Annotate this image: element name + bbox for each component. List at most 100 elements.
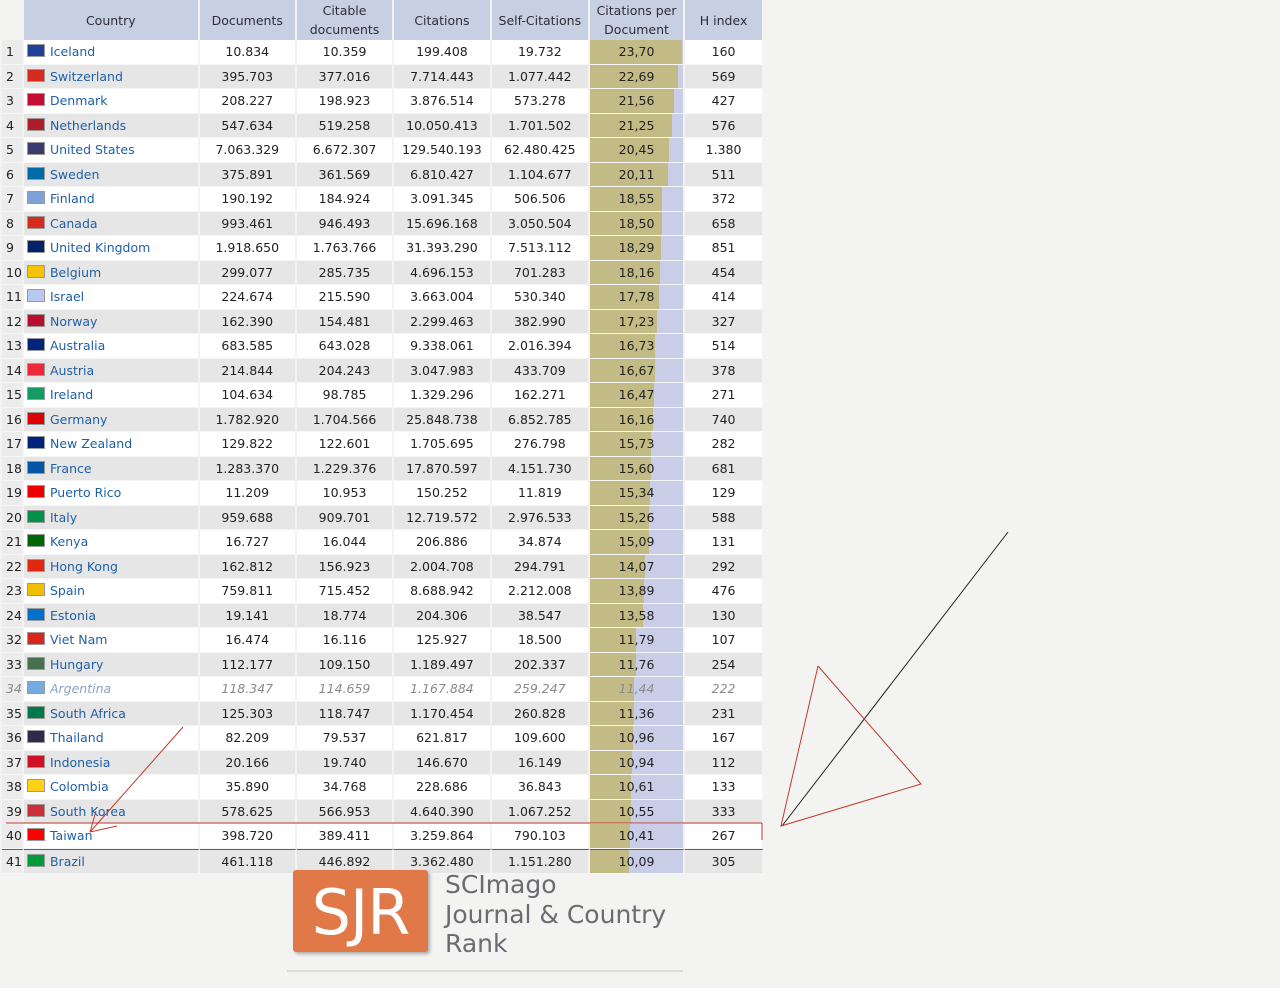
country-link[interactable]: Finland — [49, 191, 95, 207]
citations-cell: 10.050.413 — [394, 113, 492, 138]
country-link[interactable]: South Korea — [49, 803, 126, 819]
right-arrow-head-triangle — [780, 665, 922, 827]
country-link[interactable]: Brazil — [49, 853, 85, 869]
self-citations-header[interactable]: Self-Citations — [491, 0, 590, 40]
country-link[interactable]: France — [49, 460, 92, 476]
documents-header[interactable]: Documents — [199, 0, 297, 40]
country-link[interactable]: Viet Nam — [49, 632, 108, 648]
country-link[interactable]: New Zealand — [49, 436, 133, 452]
h-index-cell: 427 — [685, 89, 764, 114]
table-row: 9 United Kingdom 1.918.650 1.763.766 31.393.… — [2, 236, 764, 261]
country-flag-icon — [26, 264, 45, 278]
self-citations-cell: 506.506 — [491, 187, 590, 212]
country-link[interactable]: South Africa — [49, 705, 126, 721]
country-link[interactable]: Denmark — [49, 93, 108, 109]
citable-documents-cell: 114.659 — [296, 677, 395, 702]
citations-cell: 125.927 — [394, 628, 492, 653]
country-link[interactable]: United States — [49, 142, 135, 158]
citable-documents-cell: 98.785 — [296, 383, 395, 408]
country-link[interactable]: Iceland — [49, 44, 96, 60]
country-link[interactable]: Hong Kong — [49, 558, 118, 574]
h-index-cell: 130 — [685, 603, 764, 628]
country-link[interactable]: Argentina — [49, 681, 112, 697]
citable-documents-header[interactable]: Citable documents — [296, 0, 395, 40]
rank-cell: 20 — [2, 505, 24, 530]
self-citations-cell: 276.798 — [491, 432, 590, 457]
citable-documents-cell: 34.768 — [296, 775, 395, 800]
citations-cell: 2.004.708 — [394, 554, 492, 579]
country-link[interactable]: Canada — [49, 215, 98, 231]
country-flag-icon — [26, 93, 45, 107]
country-flag-icon — [26, 387, 45, 401]
citations-per-document-cell: 15,26 — [589, 505, 686, 530]
country-link[interactable]: Norway — [49, 313, 98, 329]
cpd-value: 11,36 — [618, 705, 655, 721]
country-link[interactable]: Belgium — [49, 264, 102, 280]
citations-per-document-cell: 15,09 — [589, 530, 686, 555]
cpd-value: 16,16 — [618, 411, 655, 427]
documents-cell: 395.703 — [199, 64, 297, 89]
citations-header[interactable]: Citations — [394, 0, 492, 40]
country-flag-icon — [26, 656, 45, 670]
country-cell: Viet Nam — [23, 628, 200, 653]
citable-documents-cell: 1.704.566 — [296, 407, 395, 432]
country-link[interactable]: Italy — [49, 509, 78, 525]
self-citations-cell: 260.828 — [491, 701, 590, 726]
cpd-value: 18,50 — [618, 215, 655, 231]
citations-per-document-cell: 20,11 — [589, 162, 686, 187]
citable-documents-cell: 519.258 — [296, 113, 395, 138]
documents-cell: 112.177 — [199, 652, 297, 677]
country-link[interactable]: Thailand — [49, 730, 104, 746]
country-link[interactable]: Switzerland — [49, 68, 123, 84]
citable-documents-cell: 1.229.376 — [296, 456, 395, 481]
documents-cell: 190.192 — [199, 187, 297, 212]
country-link[interactable]: Spain — [49, 583, 85, 599]
country-link[interactable]: Netherlands — [49, 117, 127, 133]
country-link[interactable]: Hungary — [49, 656, 104, 672]
country-header[interactable]: Country — [23, 0, 200, 40]
citable-documents-cell: 16.116 — [296, 628, 395, 653]
cpd-bar — [589, 726, 633, 750]
country-cell: Switzerland — [23, 64, 200, 89]
h-index-cell: 271 — [685, 383, 764, 408]
citations-per-document-cell: 10,55 — [589, 799, 686, 824]
country-link[interactable]: Ireland — [49, 387, 94, 403]
country-link[interactable]: Sweden — [49, 166, 100, 182]
documents-cell: 125.303 — [199, 701, 297, 726]
table-row: 38 Colombia 35.890 34.768 228.686 36.843 10,61… — [2, 775, 764, 800]
citable-documents-cell: 198.923 — [296, 89, 395, 114]
citations-per-document-header[interactable]: Citations per Document — [589, 0, 686, 40]
country-cell: Brazil — [23, 848, 200, 874]
cpd-bar — [589, 162, 668, 186]
table-row: 41 Brazil 461.118 446.892 3.362.480 1.151.280… — [2, 848, 764, 874]
documents-cell: 759.811 — [199, 579, 297, 604]
h-index-cell: 305 — [685, 848, 764, 874]
h-index-header[interactable]: H index — [685, 0, 764, 40]
table-body: 1 Iceland 10.834 10.359 199.408 19.732 23,70 16… — [2, 40, 764, 874]
cpd-value: 10,94 — [618, 754, 655, 770]
country-link[interactable]: Austria — [49, 362, 95, 378]
country-link[interactable]: Kenya — [49, 534, 89, 550]
cpd-header-line1: Citations per — [596, 3, 677, 18]
citations-per-document-cell: 17,23 — [589, 309, 686, 334]
cpd-bar — [589, 652, 636, 676]
citations-per-document-cell: 20,45 — [589, 138, 686, 163]
country-link[interactable]: Colombia — [49, 779, 109, 795]
cpd-bar — [589, 309, 657, 333]
country-link[interactable]: Taiwan — [49, 828, 93, 844]
rank-cell: 6 — [2, 162, 24, 187]
country-link[interactable]: Germany — [49, 411, 108, 427]
cpd-value: 16,67 — [618, 362, 655, 378]
self-citations-cell: 701.283 — [491, 260, 590, 285]
country-link[interactable]: Puerto Rico — [49, 485, 122, 501]
country-link[interactable]: Israel — [49, 289, 85, 305]
country-link[interactable]: United Kingdom — [49, 240, 151, 256]
country-link[interactable]: Estonia — [49, 607, 96, 623]
cpd-bar — [589, 530, 649, 554]
sjr-logo[interactable]: SJR SCImago Journal & Country Rank — [287, 870, 683, 973]
documents-cell: 398.720 — [199, 824, 297, 849]
country-link[interactable]: Australia — [49, 338, 106, 354]
country-cell: Iceland — [23, 40, 200, 65]
self-citations-cell: 1.104.677 — [491, 162, 590, 187]
country-link[interactable]: Indonesia — [49, 754, 111, 770]
